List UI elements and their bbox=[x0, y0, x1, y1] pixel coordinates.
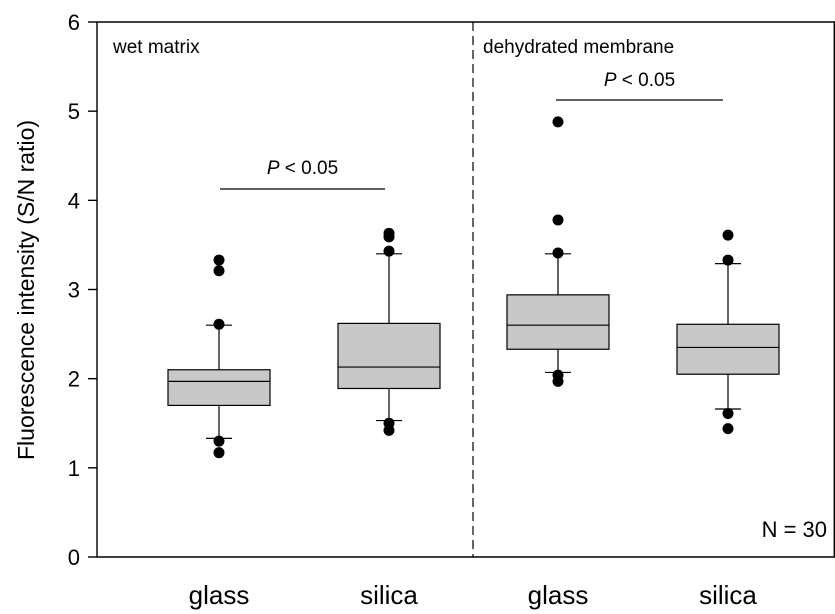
box-silica-panel-0 bbox=[337, 227, 441, 436]
outlier-point bbox=[552, 116, 564, 128]
outlier-point bbox=[552, 214, 564, 226]
y-tick-label: 3 bbox=[68, 278, 80, 303]
outlier-point bbox=[552, 247, 564, 259]
box-glass-panel-0 bbox=[167, 254, 271, 459]
significance-label: P < 0.05 bbox=[604, 70, 675, 91]
y-tick-label: 1 bbox=[68, 456, 80, 481]
box-silica-panel-1 bbox=[676, 229, 780, 435]
outlier-point bbox=[722, 423, 734, 435]
x-tick-label-glass: glass bbox=[528, 580, 589, 610]
panel-label-wet-matrix: wet matrix bbox=[112, 37, 200, 58]
y-tick-label: 5 bbox=[68, 99, 80, 124]
outlier-point bbox=[213, 265, 225, 277]
x-tick-label-glass: glass bbox=[189, 580, 250, 610]
outlier-point bbox=[213, 318, 225, 330]
sample-size-annotation: N = 30 bbox=[762, 517, 827, 542]
outlier-point bbox=[213, 254, 225, 266]
box-iqr bbox=[337, 322, 441, 390]
outlier-point bbox=[383, 417, 395, 429]
y-tick-label: 2 bbox=[68, 367, 80, 392]
outlier-point bbox=[383, 227, 395, 239]
plot-area: 0 1 2 3 4 5 6 glass silica glass silica wet matrix d… bbox=[68, 10, 835, 610]
y-tick-label: 4 bbox=[68, 188, 80, 213]
box-iqr bbox=[167, 369, 271, 407]
outlier-point bbox=[213, 447, 225, 459]
box-glass-panel-1 bbox=[506, 116, 610, 387]
y-axis-title: Fluorescence intensity (S/N ratio) bbox=[13, 120, 39, 460]
y-tick-label: 6 bbox=[68, 10, 80, 35]
outlier-point bbox=[722, 229, 734, 241]
y-tick-label: 0 bbox=[68, 545, 80, 570]
box-iqr bbox=[676, 323, 780, 375]
panel-label-dehydrated-membrane: dehydrated membrane bbox=[483, 37, 674, 58]
outlier-point bbox=[383, 245, 395, 257]
x-tick-label-silica: silica bbox=[699, 580, 757, 610]
x-tick-label-silica: silica bbox=[360, 580, 418, 610]
outlier-point bbox=[722, 407, 734, 419]
box-iqr bbox=[506, 294, 610, 350]
significance-label: P < 0.05 bbox=[267, 158, 338, 179]
outlier-point bbox=[552, 369, 564, 381]
outlier-point bbox=[722, 254, 734, 266]
outlier-point bbox=[213, 435, 225, 447]
